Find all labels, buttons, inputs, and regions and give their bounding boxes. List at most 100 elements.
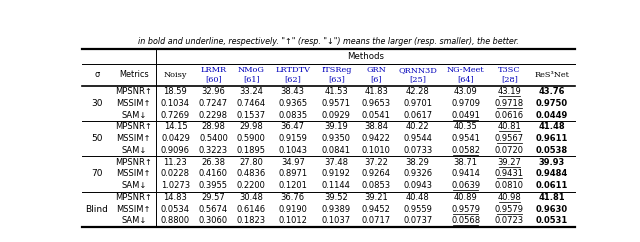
Text: 0.9579: 0.9579	[495, 205, 524, 214]
Text: 0.9264: 0.9264	[362, 169, 390, 178]
Text: SAM↓: SAM↓	[121, 216, 147, 225]
Text: 34.97: 34.97	[281, 158, 305, 167]
Text: 37.22: 37.22	[364, 158, 388, 167]
Text: 0.5674: 0.5674	[199, 205, 228, 214]
Text: 0.9701: 0.9701	[403, 99, 432, 108]
Text: NMoG
[61]: NMoG [61]	[238, 66, 265, 83]
Text: 0.9750: 0.9750	[536, 99, 568, 108]
Text: 0.0717: 0.0717	[362, 216, 390, 225]
Text: MSSIM↑: MSSIM↑	[116, 99, 151, 108]
Text: 0.1537: 0.1537	[237, 111, 266, 120]
Text: σ: σ	[94, 70, 99, 79]
Text: 0.9159: 0.9159	[278, 134, 307, 143]
Text: MPSNR↑: MPSNR↑	[115, 193, 152, 202]
Text: 39.19: 39.19	[324, 122, 348, 131]
Text: 39.93: 39.93	[538, 158, 565, 167]
Text: 0.9709: 0.9709	[451, 99, 480, 108]
Text: 0.9567: 0.9567	[495, 134, 524, 143]
Text: 43.76: 43.76	[538, 87, 565, 96]
Text: 0.0737: 0.0737	[403, 216, 433, 225]
Text: 0.9452: 0.9452	[362, 205, 390, 214]
Text: 0.1144: 0.1144	[322, 181, 351, 190]
Text: 0.1037: 0.1037	[322, 216, 351, 225]
Text: Blind: Blind	[85, 205, 108, 214]
Text: 0.4836: 0.4836	[237, 169, 266, 178]
Text: 0.1201: 0.1201	[278, 181, 307, 190]
Text: 0.0720: 0.0720	[495, 146, 524, 155]
Text: 29.98: 29.98	[239, 122, 263, 131]
Text: 0.9559: 0.9559	[403, 205, 432, 214]
Text: 39.52: 39.52	[324, 193, 348, 202]
Text: 0.9431: 0.9431	[495, 169, 524, 178]
Text: QRNN3D
[25]: QRNN3D [25]	[398, 66, 437, 83]
Text: 0.0616: 0.0616	[495, 111, 524, 120]
Text: 42.28: 42.28	[406, 87, 429, 96]
Text: 0.5900: 0.5900	[237, 134, 266, 143]
Text: 0.1034: 0.1034	[161, 99, 190, 108]
Text: 37.48: 37.48	[324, 158, 348, 167]
Text: 38.84: 38.84	[364, 122, 388, 131]
Text: 0.9541: 0.9541	[451, 134, 480, 143]
Text: 0.9414: 0.9414	[451, 169, 480, 178]
Text: 0.0491: 0.0491	[451, 111, 480, 120]
Text: 33.24: 33.24	[239, 87, 264, 96]
Text: 0.0841: 0.0841	[322, 146, 351, 155]
Text: 30: 30	[91, 99, 102, 108]
Text: 0.0929: 0.0929	[322, 111, 351, 120]
Text: 0.9579: 0.9579	[451, 205, 480, 214]
Text: 0.0617: 0.0617	[403, 111, 432, 120]
Text: 0.9484: 0.9484	[536, 169, 568, 178]
Text: 0.9718: 0.9718	[495, 99, 524, 108]
Text: 0.1012: 0.1012	[278, 216, 307, 225]
Text: 0.0723: 0.0723	[495, 216, 524, 225]
Text: 43.09: 43.09	[454, 87, 477, 96]
Text: 28.98: 28.98	[202, 122, 225, 131]
Text: MSSIM↑: MSSIM↑	[116, 134, 151, 143]
Text: 38.29: 38.29	[406, 158, 429, 167]
Text: 0.5400: 0.5400	[199, 134, 228, 143]
Text: 41.48: 41.48	[538, 122, 565, 131]
Text: NG-Meet
[64]: NG-Meet [64]	[447, 66, 484, 83]
Text: 0.9611: 0.9611	[536, 134, 568, 143]
Text: 41.81: 41.81	[538, 193, 565, 202]
Text: 0.8800: 0.8800	[161, 216, 190, 225]
Text: 0.0835: 0.0835	[278, 111, 307, 120]
Text: MPSNR↑: MPSNR↑	[115, 158, 152, 167]
Text: SAM↓: SAM↓	[121, 181, 147, 190]
Text: 0.9190: 0.9190	[278, 205, 307, 214]
Text: 0.4160: 0.4160	[199, 169, 228, 178]
Text: T3SC
[28]: T3SC [28]	[498, 66, 521, 83]
Text: 0.9422: 0.9422	[362, 134, 390, 143]
Text: 0.6146: 0.6146	[237, 205, 266, 214]
Text: 0.9096: 0.9096	[161, 146, 190, 155]
Text: 0.9350: 0.9350	[322, 134, 351, 143]
Text: 0.3955: 0.3955	[199, 181, 228, 190]
Text: 0.7247: 0.7247	[199, 99, 228, 108]
Text: 0.9544: 0.9544	[403, 134, 432, 143]
Text: 0.1010: 0.1010	[362, 146, 390, 155]
Text: ITSReg
[63]: ITSReg [63]	[321, 66, 351, 83]
Text: 0.7269: 0.7269	[161, 111, 190, 120]
Text: MPSNR↑: MPSNR↑	[115, 87, 152, 96]
Text: 0.9326: 0.9326	[403, 169, 432, 178]
Text: 0.0541: 0.0541	[362, 111, 390, 120]
Text: 0.9365: 0.9365	[278, 99, 307, 108]
Text: 0.1043: 0.1043	[278, 146, 307, 155]
Text: 32.96: 32.96	[202, 87, 225, 96]
Text: 0.0568: 0.0568	[451, 216, 480, 225]
Text: 40.22: 40.22	[406, 122, 429, 131]
Text: 27.80: 27.80	[239, 158, 264, 167]
Text: SAM↓: SAM↓	[121, 146, 147, 155]
Text: 41.83: 41.83	[364, 87, 388, 96]
Text: 40.35: 40.35	[454, 122, 477, 131]
Text: 41.53: 41.53	[324, 87, 348, 96]
Text: 0.7464: 0.7464	[237, 99, 266, 108]
Text: LRMR
[60]: LRMR [60]	[200, 66, 227, 83]
Text: 40.89: 40.89	[454, 193, 477, 202]
Text: 38.71: 38.71	[454, 158, 477, 167]
Text: 0.0943: 0.0943	[403, 181, 432, 190]
Text: Metrics: Metrics	[119, 70, 148, 79]
Text: 0.3060: 0.3060	[199, 216, 228, 225]
Text: 0.0853: 0.0853	[362, 181, 390, 190]
Text: 0.9389: 0.9389	[322, 205, 351, 214]
